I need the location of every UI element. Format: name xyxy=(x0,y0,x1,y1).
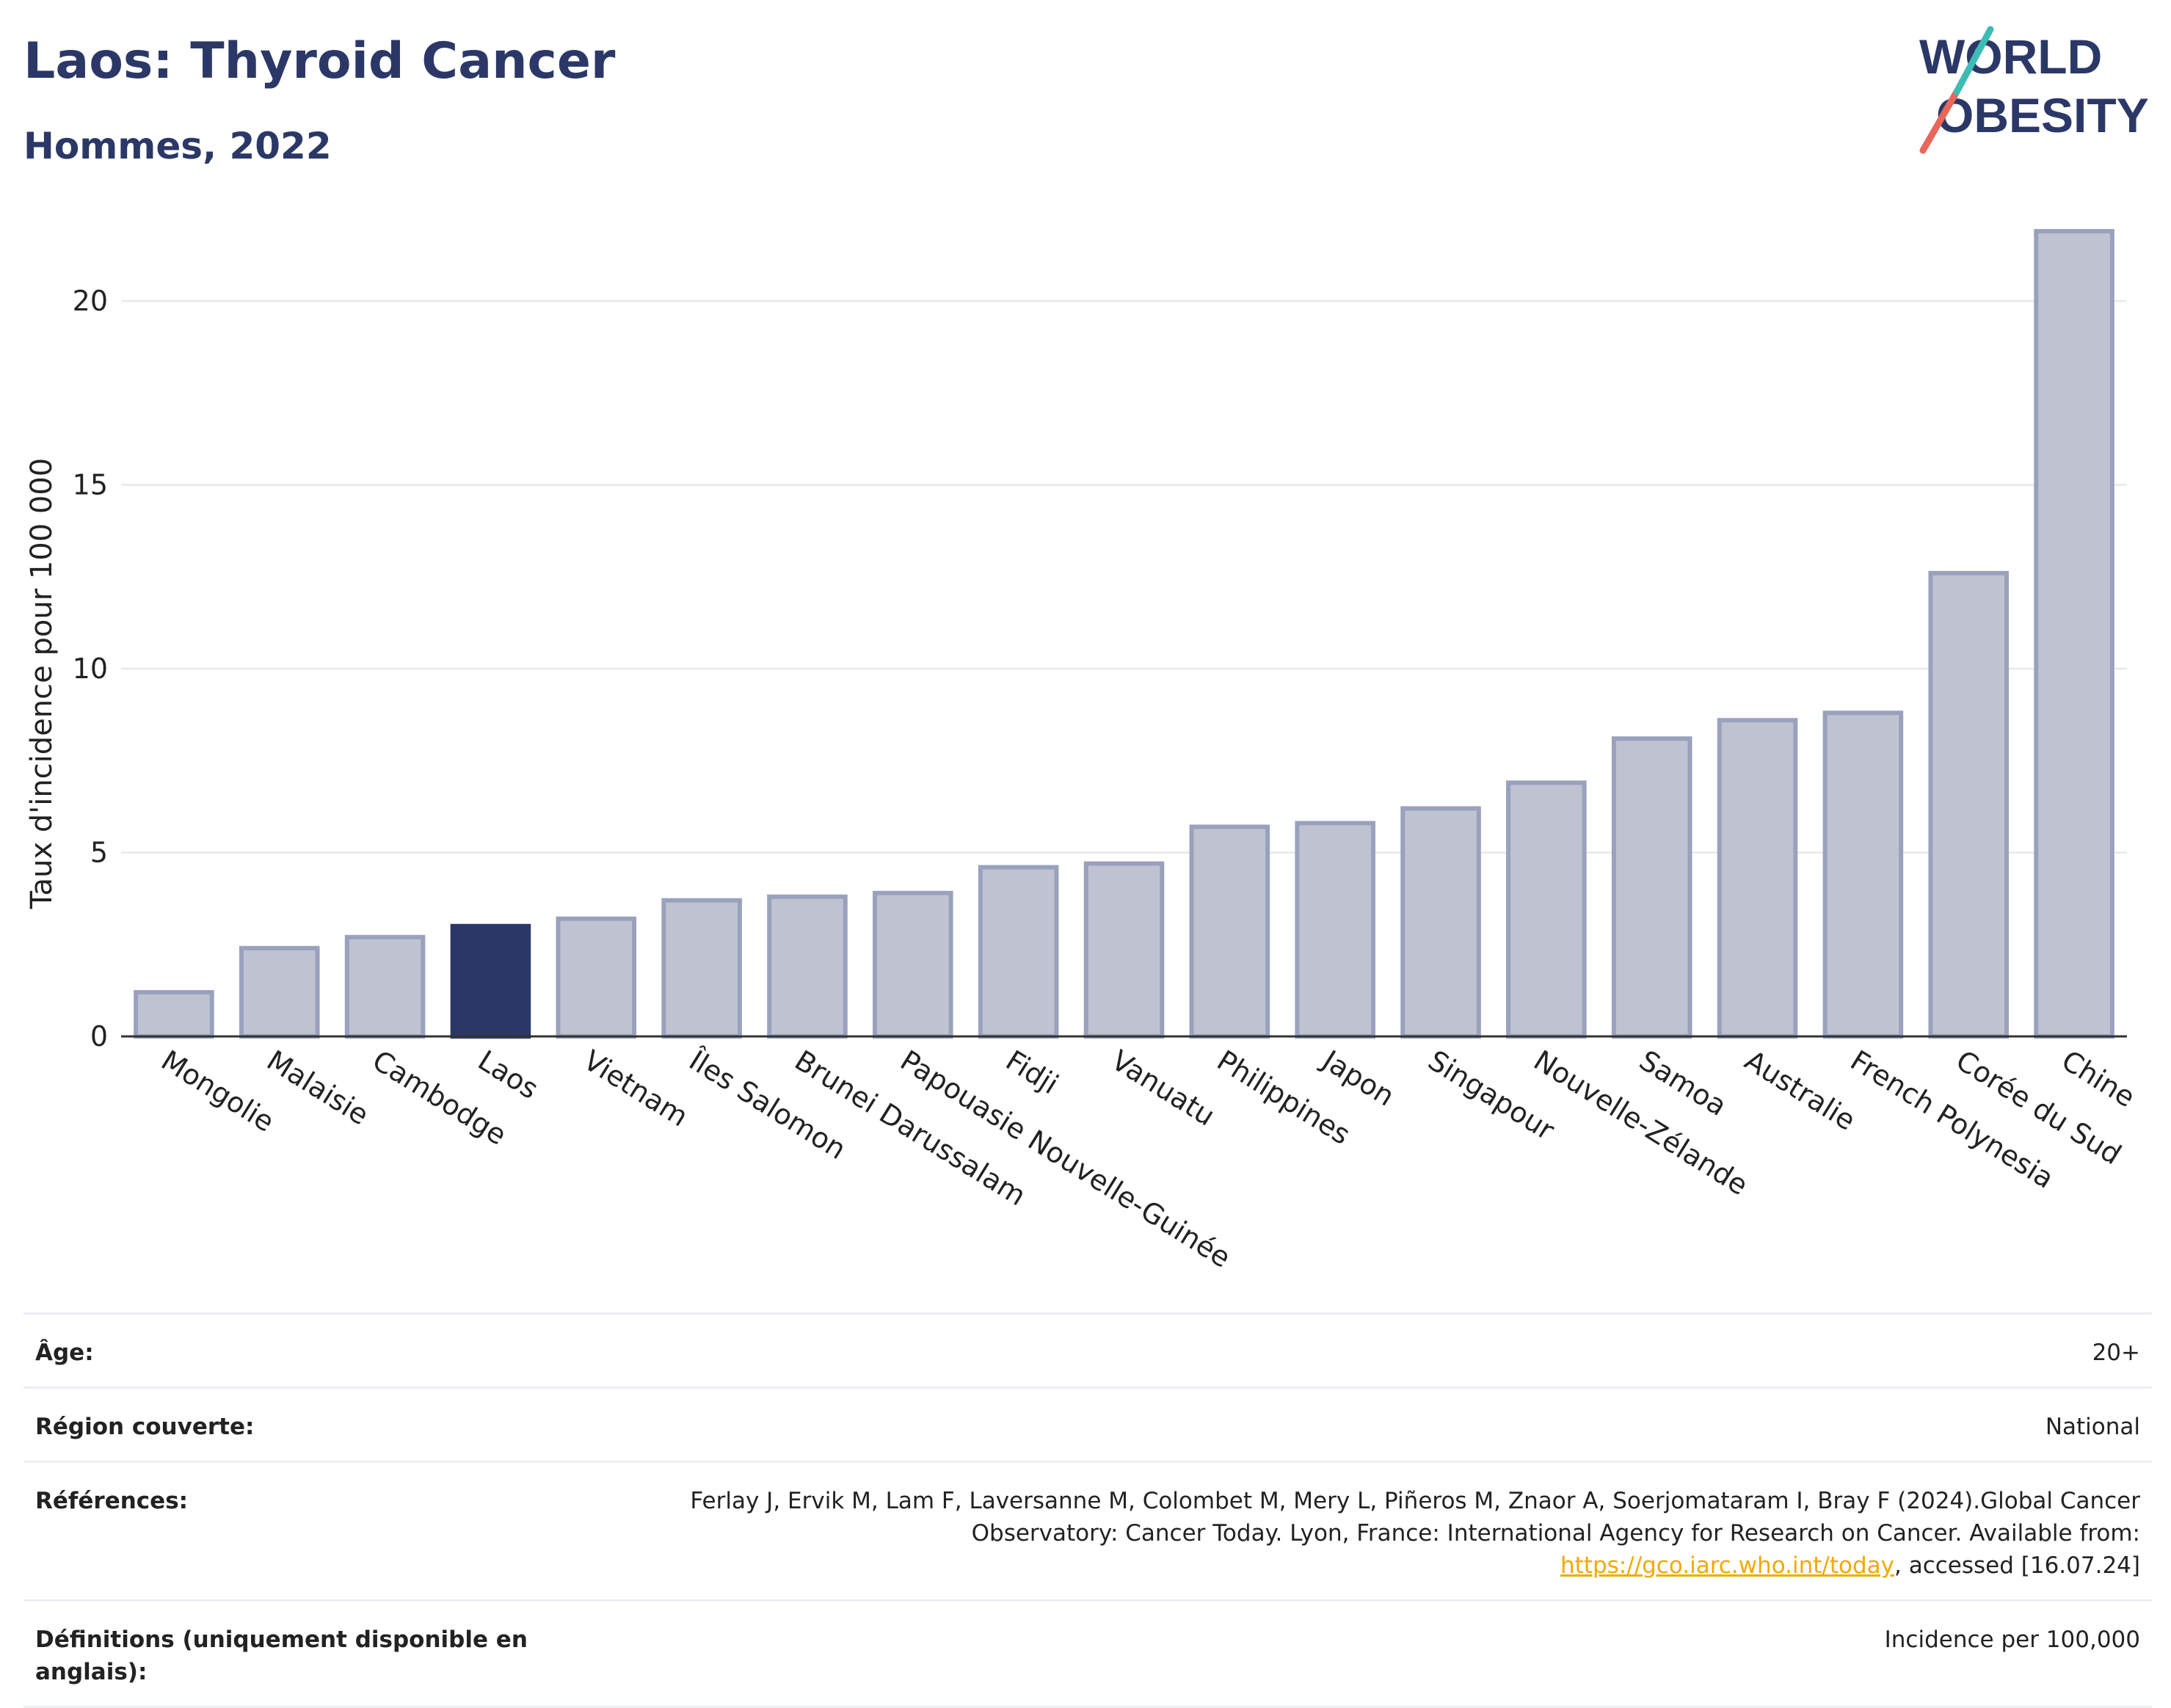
bar-brunei-darussalam[interactable] xyxy=(767,894,848,1039)
bar-mongolie[interactable] xyxy=(134,989,214,1039)
y-tick-label: 5 xyxy=(90,837,108,869)
bar-japon[interactable] xyxy=(1295,821,1375,1039)
ref-label-definitions: Définitions (uniquement disponible en an… xyxy=(35,1627,528,1685)
page-subtitle: Hommes, 2022 xyxy=(23,125,332,167)
bar-malaisie[interactable] xyxy=(239,945,320,1039)
ref-value-region: National xyxy=(2045,1414,2140,1440)
bar-papouasie-nouvelle-guinée[interactable] xyxy=(873,890,953,1039)
reference-table: Âge: 20+ Région couverte: National Référ… xyxy=(23,1312,2152,1708)
ref-citation-text: Ferlay J, Ervik M, Lam F, Laversanne M, … xyxy=(690,1488,2140,1547)
logo-slash-red xyxy=(1919,88,1960,154)
x-tick-label: Fidji xyxy=(1000,1044,1064,1100)
bar-french-polynesia[interactable] xyxy=(1822,711,1904,1039)
ref-value-age: 20+ xyxy=(2092,1340,2140,1366)
bar-laos[interactable] xyxy=(450,923,531,1039)
bar-samoa[interactable] xyxy=(1611,736,1692,1039)
chart-bars xyxy=(134,229,2114,1039)
y-tick-label: 15 xyxy=(73,469,108,501)
chart-gridlines xyxy=(121,299,2127,854)
y-tick-label: 20 xyxy=(73,285,108,317)
x-tick-label: Australie xyxy=(1739,1044,1861,1136)
bar-vanuatu[interactable] xyxy=(1083,861,1165,1039)
bar-vietnam[interactable] xyxy=(556,916,637,1039)
bar-australie[interactable] xyxy=(1717,718,1798,1039)
logo-line1: WORLD xyxy=(1919,29,2102,84)
ref-row-region: Région couverte: National xyxy=(23,1387,2152,1461)
ref-link[interactable]: https://gco.iarc.who.int/today xyxy=(1560,1552,1894,1579)
ref-row-age: Âge: 20+ xyxy=(23,1312,2152,1387)
bar-chine[interactable] xyxy=(2034,229,2114,1039)
y-tick-label: 10 xyxy=(73,653,108,685)
ref-label-region: Région couverte: xyxy=(35,1414,255,1440)
ref-value-definitions: Incidence per 100,000 xyxy=(1884,1627,2140,1653)
page-title: Laos: Thyroid Cancer xyxy=(23,32,616,90)
ref-value-references: Ferlay J, Ervik M, Lam F, Laversanne M, … xyxy=(636,1485,2140,1582)
y-axis-label: Taux d'incidence pour 100 000 xyxy=(25,458,59,909)
bar-fidji[interactable] xyxy=(978,865,1059,1039)
y-axis-ticks: 0 5 10 15 20 xyxy=(73,285,108,1053)
bar-nouvelle-zélande[interactable] xyxy=(1506,780,1587,1039)
x-tick-label: Malaisie xyxy=(261,1044,374,1131)
x-tick-label: Vanuatu xyxy=(1106,1044,1221,1132)
x-tick-label: Mongolie xyxy=(156,1044,280,1138)
ref-label-age: Âge: xyxy=(35,1340,94,1366)
bar-singapour[interactable] xyxy=(1400,806,1481,1039)
ref-label-references: Références: xyxy=(35,1488,189,1514)
logo-line2: OBESITY xyxy=(1936,88,2149,142)
bar-philippines[interactable] xyxy=(1189,824,1270,1039)
world-obesity-logo: WORLD OBESITY xyxy=(1919,26,2149,154)
logo-slash-teal xyxy=(1953,26,1994,95)
bar-corée-du-sud[interactable] xyxy=(1928,570,2010,1039)
x-tick-label: Japon xyxy=(1316,1043,1400,1113)
ref-row-references: Références: Ferlay J, Ervik M, Lam F, La… xyxy=(23,1461,2152,1599)
bar-îles-salomon[interactable] xyxy=(661,898,742,1039)
x-tick-label: Laos xyxy=(473,1044,545,1105)
bar-cambodge[interactable] xyxy=(344,934,426,1039)
x-tick-label: Chine xyxy=(2056,1044,2140,1113)
x-tick-label: Vietnam xyxy=(578,1044,694,1133)
ref-row-definitions: Définitions (uniquement disponible en an… xyxy=(23,1599,2152,1708)
ref-citation-suffix: , accessed [16.07.24] xyxy=(1894,1552,2140,1579)
y-tick-label: 0 xyxy=(90,1020,108,1053)
